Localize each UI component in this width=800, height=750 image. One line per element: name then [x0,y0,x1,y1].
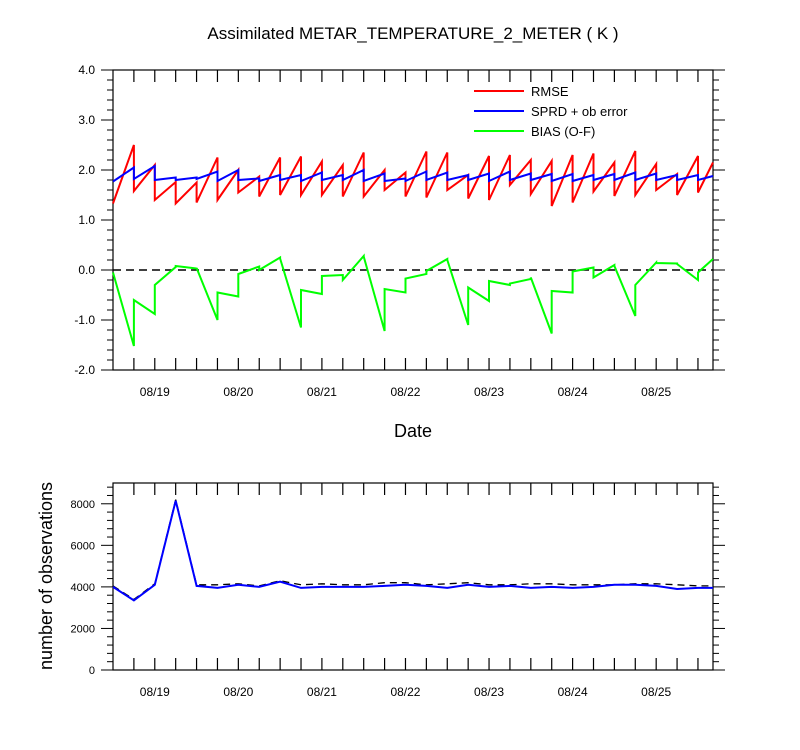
series-line-obs-assimilated [112,500,713,602]
y-tick-label: 1.0 [78,213,95,227]
x-tick-label: 08/24 [558,385,588,399]
chart-title: Assimilated METAR_TEMPERATURE_2_METER ( … [207,24,618,43]
y-tick-label: 6000 [71,540,95,552]
y-tick-label: 4.0 [78,63,95,77]
legend-label: SPRD + ob error [531,104,628,119]
y-tick-label: 2.0 [78,163,95,177]
x-tick-label: 08/23 [474,685,504,699]
x-tick-label: 08/21 [307,685,337,699]
y-tick-label: 0 [89,665,95,677]
x-tick-label: 08/20 [223,385,253,399]
legend: RMSE SPRD + ob error BIAS (O-F) [474,84,628,139]
x-tick-label: 08/22 [390,685,420,699]
x-tick-label: 08/23 [474,385,504,399]
y-tick-label: 4000 [71,582,95,594]
x-tick-label: 08/21 [307,385,337,399]
x-tick-label: 08/19 [140,385,170,399]
x-tick-label: 08/19 [140,685,170,699]
y-tick-label: -2.0 [74,363,95,377]
legend-label: RMSE [531,84,569,99]
plot-frame [112,482,714,671]
y-tick-label: -1.0 [74,313,95,327]
x-tick-label: 08/20 [223,685,253,699]
y-axis-title-observations: number of observations [36,482,56,670]
x-tick-label: 08/25 [641,385,671,399]
y-tick-label: 0.0 [78,263,95,277]
series-line-sprd-ob-error [112,164,714,183]
x-axis-title: Date [394,421,432,441]
top-chart-panel: 08/19 08/20 08/21 08/22 08/23 08/24 08/25 -2.0 -… [74,63,725,399]
series-line-bias-o-f [112,253,714,347]
series-line-rmse [112,144,714,207]
y-tick-label: 2000 [71,623,95,635]
y-tick-label: 8000 [71,499,95,511]
x-tick-label: 08/22 [390,385,420,399]
legend-label: BIAS (O-F) [531,124,595,139]
y-tick-label: 3.0 [78,113,95,127]
bottom-chart-panel: 08/19 08/20 08/21 08/22 08/23 08/24 08/25 0 2000… [71,482,725,699]
x-tick-label: 08/24 [558,685,588,699]
x-tick-label: 08/25 [641,685,671,699]
